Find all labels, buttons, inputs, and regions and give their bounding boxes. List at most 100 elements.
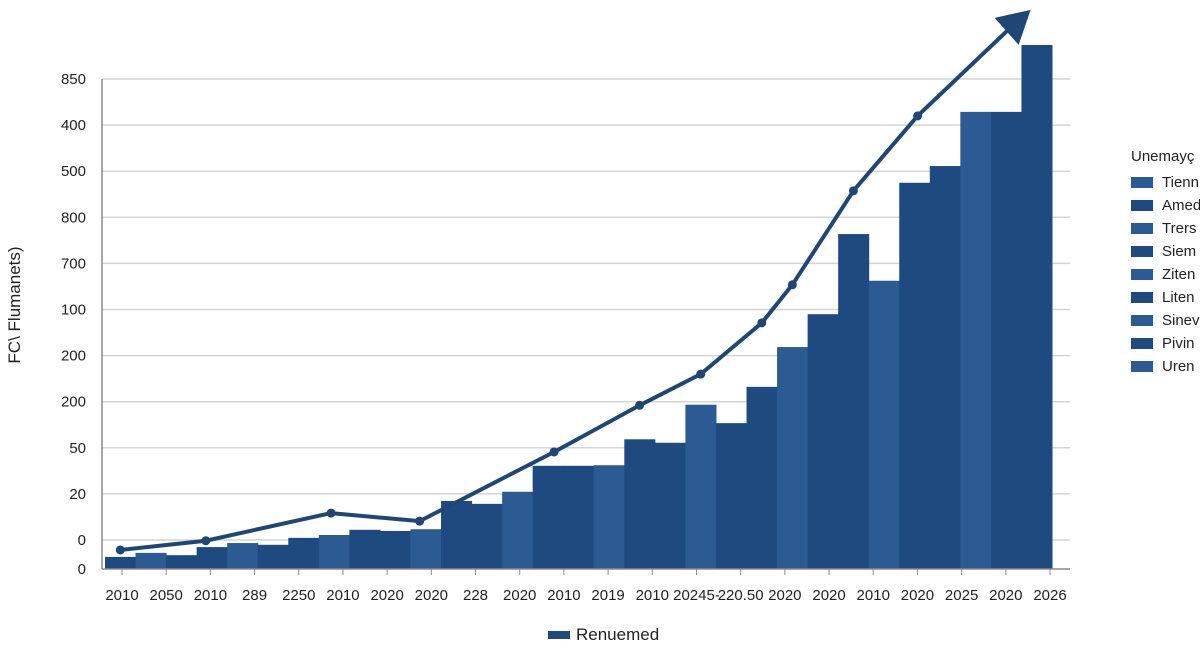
legend-swatch — [1131, 361, 1153, 372]
x-tick-label: 2010 — [857, 587, 890, 604]
trend-point — [415, 516, 425, 526]
bar — [960, 111, 992, 569]
legend-item: Pivin — [1131, 332, 1200, 355]
bar — [257, 544, 289, 569]
bars — [105, 44, 1053, 570]
x-tick-label: 20245- — [673, 587, 720, 604]
bar — [593, 465, 625, 569]
trend-point — [201, 536, 211, 546]
bar — [1021, 44, 1053, 570]
bar — [868, 280, 900, 569]
trend-point — [913, 111, 923, 121]
bar — [288, 537, 320, 569]
bar — [318, 534, 350, 569]
legend-swatch — [1131, 269, 1153, 280]
x-tick-label: 2020 — [415, 587, 448, 604]
bar — [685, 404, 717, 569]
y-tick-label: 0 — [78, 532, 86, 549]
bar — [807, 314, 839, 569]
x-tick-label: 2010 — [636, 587, 669, 604]
bar — [349, 529, 381, 569]
bar — [105, 556, 137, 569]
legend-right: Unemayç Tienn Amed Trers Siem Ziten Liten Sine… — [1131, 148, 1200, 378]
bar — [502, 491, 534, 569]
legend-swatch — [1131, 223, 1153, 234]
y-tick-label: 0 — [78, 561, 86, 578]
x-tick-label: 2010 — [547, 587, 580, 604]
legend-label: Renuemed — [576, 625, 660, 644]
axes — [101, 79, 1070, 570]
trend-point — [787, 280, 797, 290]
x-tick-label: 2020 — [503, 587, 536, 604]
legend-label: Amed — [1162, 197, 1200, 214]
legend-swatch — [1131, 246, 1153, 257]
trend-point — [757, 318, 767, 328]
legend-label: Tienn — [1162, 174, 1199, 191]
bar — [196, 547, 228, 569]
bar — [654, 442, 686, 569]
x-tick-label: 2025 — [945, 587, 978, 604]
x-tick-label: 2010 — [194, 587, 227, 604]
bar — [379, 530, 411, 569]
trend-point — [326, 508, 336, 518]
y-tick-label: 500 — [61, 163, 86, 180]
bar — [899, 182, 931, 569]
bar — [746, 386, 778, 569]
y-tick-label: 700 — [61, 255, 86, 272]
bar — [715, 423, 748, 569]
legend-item: Uren — [1131, 355, 1200, 378]
bar — [227, 543, 259, 569]
legend-item: Ziten — [1131, 263, 1200, 286]
bar — [929, 166, 961, 569]
y-tick-label: 400 — [61, 117, 86, 134]
legend-label: Sinev — [1162, 312, 1200, 329]
x-tick-labels: 2010 2050 2010 289 2250 2010 2020 2020 228 2020 20… — [105, 569, 1067, 604]
y-tick-label: 100 — [61, 302, 86, 319]
arrow-head-icon — [994, 9, 1031, 45]
bar — [166, 555, 198, 569]
legend-item: Amed — [1131, 194, 1200, 217]
y-tick-label: 200 — [61, 348, 86, 365]
legend-label: Pivin — [1162, 335, 1195, 352]
trend-point — [696, 369, 706, 379]
y-tick-label: 20 — [69, 486, 86, 503]
legend-item: Siem — [1131, 240, 1200, 263]
x-tick-label: 2020 — [768, 587, 801, 604]
trend-line — [115, 9, 1031, 555]
bar — [532, 465, 564, 569]
legend-swatch — [1131, 292, 1153, 303]
legend-label: Liten — [1162, 289, 1195, 306]
x-tick-label: 2010 — [326, 587, 359, 604]
legend-label: Trers — [1162, 220, 1197, 237]
legend-label: Siem — [1162, 243, 1197, 260]
legend-swatch — [1131, 200, 1153, 211]
trend-line-path — [120, 20, 1018, 552]
trend-point — [848, 186, 858, 196]
bar — [990, 111, 1022, 569]
legend-item: Tienn — [1131, 171, 1200, 194]
bar — [441, 500, 473, 569]
x-tick-label: 220.50 — [718, 587, 764, 604]
bar — [563, 465, 595, 569]
legend-swatch — [1131, 177, 1153, 188]
bar — [471, 503, 503, 569]
bar — [777, 347, 809, 569]
bar — [135, 552, 167, 569]
trend-point — [635, 400, 645, 410]
legend-item: Sinev — [1131, 309, 1200, 332]
trend-point — [549, 447, 559, 457]
y-tick-label: 50 — [69, 440, 86, 457]
legend-item: Trers — [1131, 217, 1200, 240]
y-tick-label: 800 — [61, 209, 86, 226]
legend-item: Liten — [1131, 286, 1200, 309]
x-tick-label: 228 — [463, 587, 488, 604]
legend-bottom: Renuemed — [548, 625, 659, 645]
legend-swatch — [1131, 315, 1153, 326]
x-tick-label: 2250 — [282, 587, 315, 604]
y-tick-label: 850 — [61, 71, 86, 88]
x-tick-label: 289 — [242, 587, 267, 604]
bar — [838, 234, 870, 569]
bar — [410, 529, 442, 569]
